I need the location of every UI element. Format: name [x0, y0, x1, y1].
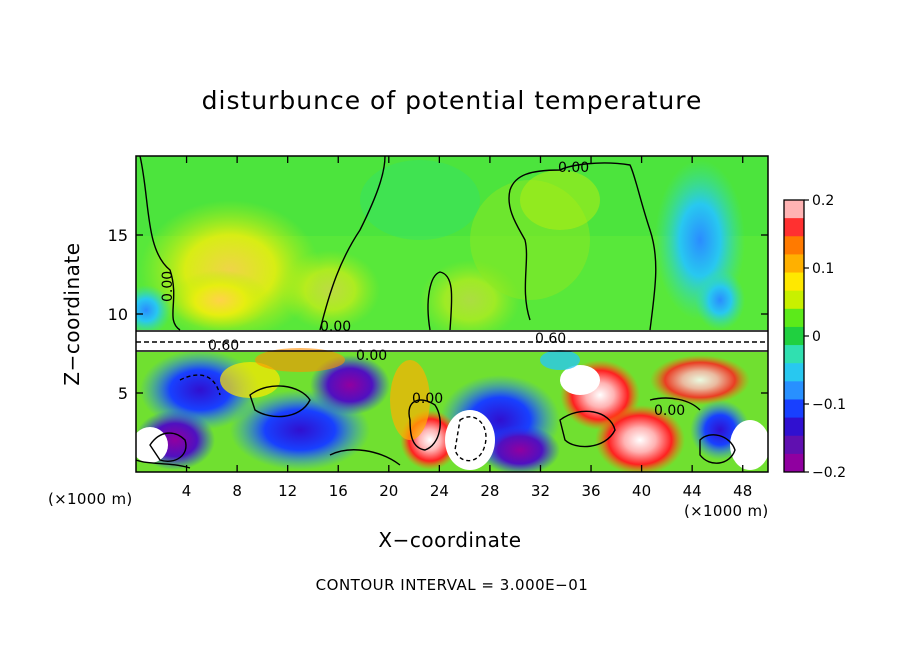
contour-label: 0.00: [558, 160, 589, 176]
x-tick-label: 20: [379, 482, 398, 500]
colorbar-segment: [784, 272, 804, 292]
x-tick-label: 16: [329, 482, 348, 500]
chart-title: disturbunce of potential temperature: [201, 86, 703, 115]
contour-interval-note: CONTOUR INTERVAL = 3.000E−01: [315, 576, 589, 594]
x-tick-label: 40: [632, 482, 651, 500]
colorbar-tick-label: 0: [812, 329, 821, 345]
colorbar-segment: [784, 200, 804, 219]
colorbar-segment: [784, 453, 804, 473]
colorbar-segment: [784, 363, 804, 382]
colorbar-tick-label: 0.1: [812, 261, 834, 277]
x-tick-label: 28: [480, 482, 499, 500]
colorbar-segment: [784, 435, 804, 455]
colorbar-tick-label: 0.2: [812, 193, 834, 209]
contour-lines: [136, 156, 768, 469]
x-tick-label: 4: [182, 482, 192, 500]
contour-label: 0.00: [160, 271, 176, 302]
x-tick-label: 24: [430, 482, 449, 500]
colorbar-segment: [784, 236, 804, 255]
colorbar-tick-label: −0.1: [812, 397, 846, 413]
contour-label: 0.00: [654, 403, 685, 419]
colorbar-segment: [784, 254, 804, 274]
y-axis: 5 10 15: [108, 226, 768, 403]
x-tick-label: 44: [683, 482, 702, 500]
colorbar-segment: [784, 308, 804, 328]
x-tick-label: 48: [733, 482, 752, 500]
heatmap-field: [136, 156, 768, 472]
contour-label: 0.00: [412, 391, 443, 407]
x-tick-label: 12: [278, 482, 297, 500]
colorbar: 0.2 0.1 0 −0.1 −0.2: [783, 193, 846, 481]
x-unit-label-left: (×1000 m): [48, 490, 133, 508]
contour-label: 0.00: [356, 348, 387, 364]
x-tick-label: 36: [581, 482, 600, 500]
colorbar-segment: [784, 290, 804, 310]
colorbar-segment: [784, 345, 804, 364]
contour-label: 0.00: [320, 319, 351, 335]
colorbar-segment: [784, 326, 804, 346]
y-tick-label: 15: [108, 226, 128, 245]
x-axis-label: X−coordinate: [378, 528, 522, 552]
contour-labels: 0.00 0.00 0.60 0.60 0.00 0.00 0.00 0.00: [160, 160, 685, 419]
y-tick-label: 10: [108, 305, 128, 324]
contour-label: 0.60: [535, 331, 566, 347]
y-tick-label: 5: [118, 384, 128, 403]
x-unit-label-right: (×1000 m): [684, 502, 769, 520]
x-tick-label: 8: [232, 482, 242, 500]
colorbar-segment: [784, 218, 804, 237]
contour-label: 0.60: [208, 338, 239, 354]
colorbar-segment: [784, 417, 804, 437]
x-axis: 4 8 12 16 20 24 28 32 36 40 44 48: [182, 156, 752, 500]
colorbar-segment: [784, 381, 804, 400]
colorbar-tick-label: −0.2: [812, 465, 846, 481]
y-axis-label: Z−coordinate: [60, 242, 84, 386]
colorbar-segment: [784, 399, 804, 419]
x-tick-label: 32: [531, 482, 550, 500]
